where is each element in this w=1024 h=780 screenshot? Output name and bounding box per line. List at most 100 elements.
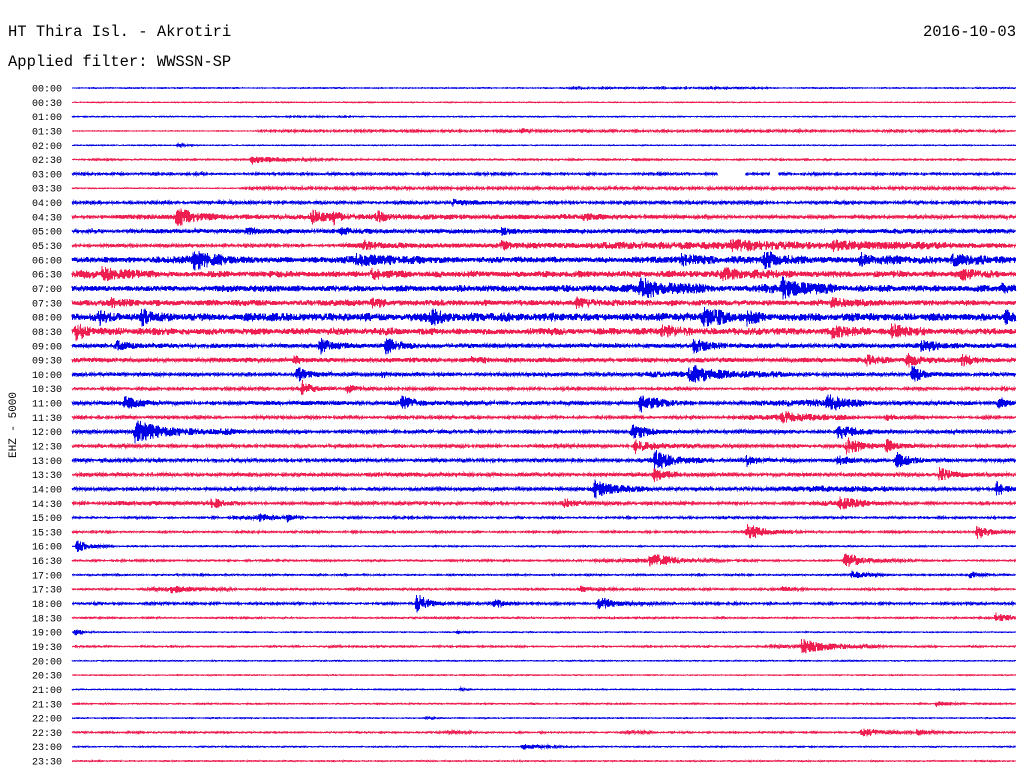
trace-10-30	[71, 380, 1017, 396]
trace-11-30	[71, 411, 1017, 424]
trace-00-30	[71, 101, 1017, 104]
row-label-15-00: 15:00	[32, 514, 62, 525]
row-label-11-00: 11:00	[32, 400, 62, 411]
traces	[71, 85, 1017, 763]
row-label-01-00: 01:00	[32, 113, 62, 124]
y-axis-label: EHZ - 5000	[8, 392, 20, 458]
trace-14-30	[71, 496, 1017, 510]
row-label-09-00: 09:00	[32, 342, 62, 353]
record-date: 2016-10-03	[923, 23, 1016, 41]
trace-00-00	[71, 85, 1017, 91]
row-label-03-00: 03:00	[32, 170, 62, 181]
row-label-22-00: 22:00	[32, 715, 62, 726]
trace-05-30	[71, 238, 1017, 253]
trace-09-30	[71, 353, 1017, 368]
trace-23-00	[71, 743, 1017, 751]
trace-13-00	[71, 450, 1017, 471]
trace-03-00	[71, 170, 1017, 178]
row-label-00-00: 00:00	[32, 85, 62, 96]
trace-03-30	[71, 184, 1017, 192]
row-label-16-00: 16:00	[32, 543, 62, 554]
trace-04-00	[71, 198, 1017, 207]
trace-16-30	[71, 553, 1017, 567]
row-label-08-00: 08:00	[32, 314, 62, 325]
row-label-18-00: 18:00	[32, 600, 62, 611]
filter-label: Applied filter: WWSSN-SP	[8, 53, 231, 71]
row-label-14-00: 14:00	[32, 486, 62, 497]
row-label-10-00: 10:00	[32, 371, 62, 382]
trace-20-00	[71, 659, 1017, 663]
row-label-05-00: 05:00	[32, 228, 62, 239]
trace-06-30	[71, 266, 1017, 281]
row-label-18-30: 18:30	[32, 614, 62, 625]
row-label-12-00: 12:00	[32, 428, 62, 439]
row-label-05-30: 05:30	[32, 242, 62, 253]
trace-17-30	[71, 585, 1017, 594]
trace-15-00	[71, 513, 1017, 523]
trace-08-00	[71, 307, 1017, 327]
trace-19-00	[71, 629, 1016, 636]
row-label-06-00: 06:00	[32, 256, 62, 267]
trace-11-00	[71, 394, 1017, 413]
row-label-17-00: 17:00	[32, 571, 62, 582]
row-label-21-00: 21:00	[32, 686, 62, 697]
trace-14-00	[71, 479, 1017, 499]
row-label-13-30: 13:30	[32, 471, 62, 482]
row-labels: 00:00 00:30 01:00 01:30 02:00 02:30 03:00 03:30…	[32, 85, 62, 769]
row-label-00-30: 00:30	[32, 99, 62, 110]
row-label-19-30: 19:30	[32, 643, 62, 654]
station-title: HT Thira Isl. - Akrotiri	[8, 23, 231, 41]
trace-10-00	[71, 365, 1017, 383]
row-label-10-30: 10:30	[32, 385, 62, 396]
trace-13-30	[71, 466, 1017, 482]
trace-18-30	[71, 612, 1017, 622]
row-label-20-30: 20:30	[32, 672, 62, 683]
trace-01-00	[71, 114, 1017, 119]
row-label-20-00: 20:00	[32, 657, 62, 668]
trace-20-30	[71, 673, 1017, 677]
row-label-02-00: 02:00	[32, 142, 62, 153]
row-label-09-30: 09:30	[32, 357, 62, 368]
row-label-02-30: 02:30	[32, 156, 62, 167]
row-label-03-30: 03:30	[32, 185, 62, 196]
trace-04-30	[71, 208, 1017, 226]
row-label-21-30: 21:30	[32, 700, 62, 711]
row-label-07-00: 07:00	[32, 285, 62, 296]
trace-06-00	[71, 251, 1017, 271]
row-label-15-30: 15:30	[32, 528, 62, 539]
trace-01-30	[71, 127, 1017, 135]
trace-02-00	[71, 142, 1017, 149]
row-label-14-30: 14:30	[32, 500, 62, 511]
row-label-16-30: 16:30	[32, 557, 62, 568]
row-label-22-30: 22:30	[32, 729, 62, 740]
trace-05-00	[71, 226, 1017, 236]
trace-12-30	[71, 437, 1017, 455]
trace-23-30	[71, 759, 1017, 763]
row-label-07-30: 07:30	[32, 299, 62, 310]
trace-16-00	[71, 540, 1017, 553]
row-label-13-00: 13:00	[32, 457, 62, 468]
row-label-12-30: 12:30	[32, 443, 62, 454]
row-label-11-30: 11:30	[32, 414, 62, 425]
row-label-23-00: 23:00	[32, 743, 62, 754]
trace-12-00	[71, 420, 1017, 444]
row-label-23-30: 23:30	[32, 758, 62, 769]
row-label-06-30: 06:30	[32, 271, 62, 282]
row-label-08-30: 08:30	[32, 328, 62, 339]
row-label-04-30: 04:30	[32, 213, 62, 224]
trace-17-00	[71, 570, 1017, 579]
trace-08-30	[71, 323, 1017, 342]
trace-21-00	[71, 686, 1017, 692]
row-label-19-00: 19:00	[32, 629, 62, 640]
row-label-01-30: 01:30	[32, 128, 62, 139]
trace-07-30	[71, 296, 1017, 309]
trace-22-00	[71, 715, 1017, 721]
row-label-04-00: 04:00	[32, 199, 62, 210]
trace-09-00	[71, 337, 1017, 355]
trace-02-30	[71, 156, 1017, 165]
row-label-17-30: 17:30	[32, 586, 62, 597]
trace-15-30	[71, 524, 1017, 540]
trace-19-30	[71, 638, 1017, 654]
trace-07-00	[71, 276, 1017, 300]
